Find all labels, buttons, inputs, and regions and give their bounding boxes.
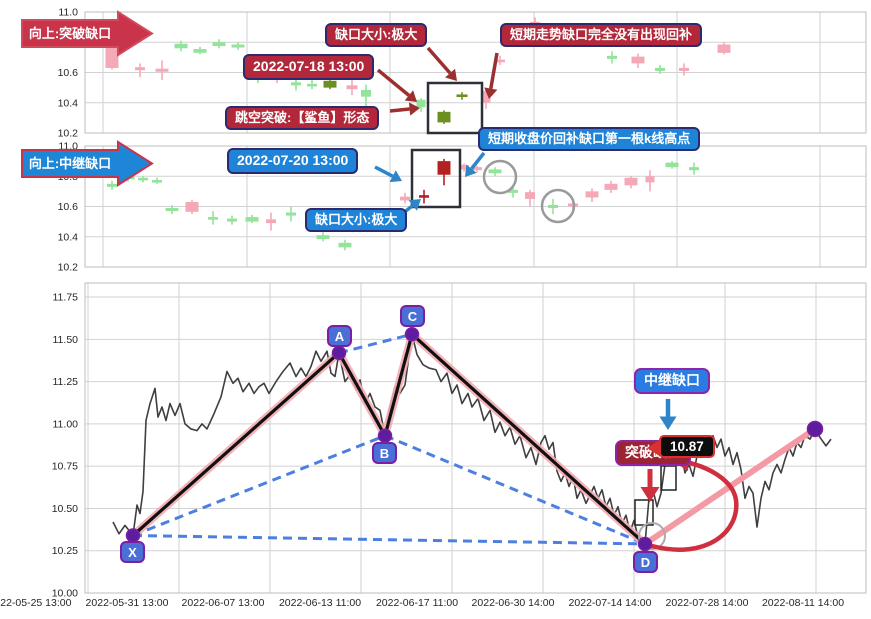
x-tick-label: 2022-06-17 11:00 [376, 597, 458, 609]
y-tick-label: 10.2 [58, 262, 79, 274]
pattern-point-dot[interactable] [404, 326, 420, 342]
x-tick-label: 2022-07-28 14:00 [666, 597, 749, 609]
pattern-point-label-b[interactable]: B [372, 442, 397, 464]
breakout-gap-banner: 向上:突破缺口 [21, 10, 154, 57]
y-tick-label: 11.00 [53, 418, 79, 430]
no-fill-note: 短期走势缺口完全没有出现回补 [500, 23, 703, 48]
pattern-point-dot[interactable] [806, 420, 824, 438]
gap-date-note-p1: 2022-07-18 13:00 [243, 54, 375, 80]
gap-size-note-p2: 缺口大小:极大 [305, 208, 408, 233]
pattern-point-label-d[interactable]: D [633, 551, 658, 573]
x-tick-label: 2022-06-30 14:00 [472, 597, 555, 609]
y-tick-label: 10.6 [58, 67, 79, 79]
y-tick-label: 10.25 [52, 545, 78, 557]
y-tick-label: 10.50 [52, 503, 78, 515]
gap-size-note-p1: 缺口大小:极大 [325, 23, 428, 48]
x-tick-label: 2022-07-14 14:00 [569, 597, 652, 609]
breakout-banner-label: 向上:突破缺口 [29, 26, 111, 41]
y-tick-label: 11.25 [53, 376, 79, 388]
continuation-banner-label: 向上:中继缺口 [29, 156, 111, 171]
shark-pattern-note: 跳空突破:【鲨鱼】形态 [225, 106, 380, 131]
y-tick-label: 10.2 [58, 128, 79, 140]
continuation-gap-note: 中继缺口 [634, 368, 710, 394]
continuation-gap-banner: 向上:中继缺口 [21, 140, 154, 187]
fill-high-note: 短期收盘价回补缺口第一根k线高点 [478, 127, 701, 152]
pattern-point-dot[interactable] [637, 536, 653, 552]
y-tick-label: 10.75 [52, 461, 78, 473]
pattern-point-dot[interactable] [331, 345, 347, 361]
x-tick-label: 2022-06-07 13:00 [182, 597, 265, 609]
y-tick-label: 10.00 [52, 588, 78, 600]
x-tick-label: 2022-05-31 13:00 [86, 597, 169, 609]
pattern-point-label-x[interactable]: X [120, 541, 145, 563]
pattern-point-label-a[interactable]: A [327, 325, 352, 347]
x-tick-label: 2022-08-11 14:00 [762, 597, 844, 609]
y-tick-label: 11.75 [53, 292, 79, 304]
price-tooltip: 10.87 [647, 435, 715, 458]
pattern-point-label-c[interactable]: C [400, 305, 425, 327]
y-tick-label: 10.6 [58, 201, 79, 213]
y-tick-label: 11.50 [53, 334, 79, 346]
x-tick-label: 2022-05-25 13:00 [0, 597, 72, 609]
y-tick-label: 10.4 [58, 231, 79, 243]
pattern-point-dot[interactable] [377, 428, 393, 443]
gap-date-note-p2: 2022-07-20 13:00 [227, 148, 359, 174]
y-tick-label: 11.0 [58, 7, 78, 19]
y-tick-label: 10.4 [58, 97, 79, 109]
x-tick-label: 2022-06-13 11:00 [279, 597, 361, 609]
